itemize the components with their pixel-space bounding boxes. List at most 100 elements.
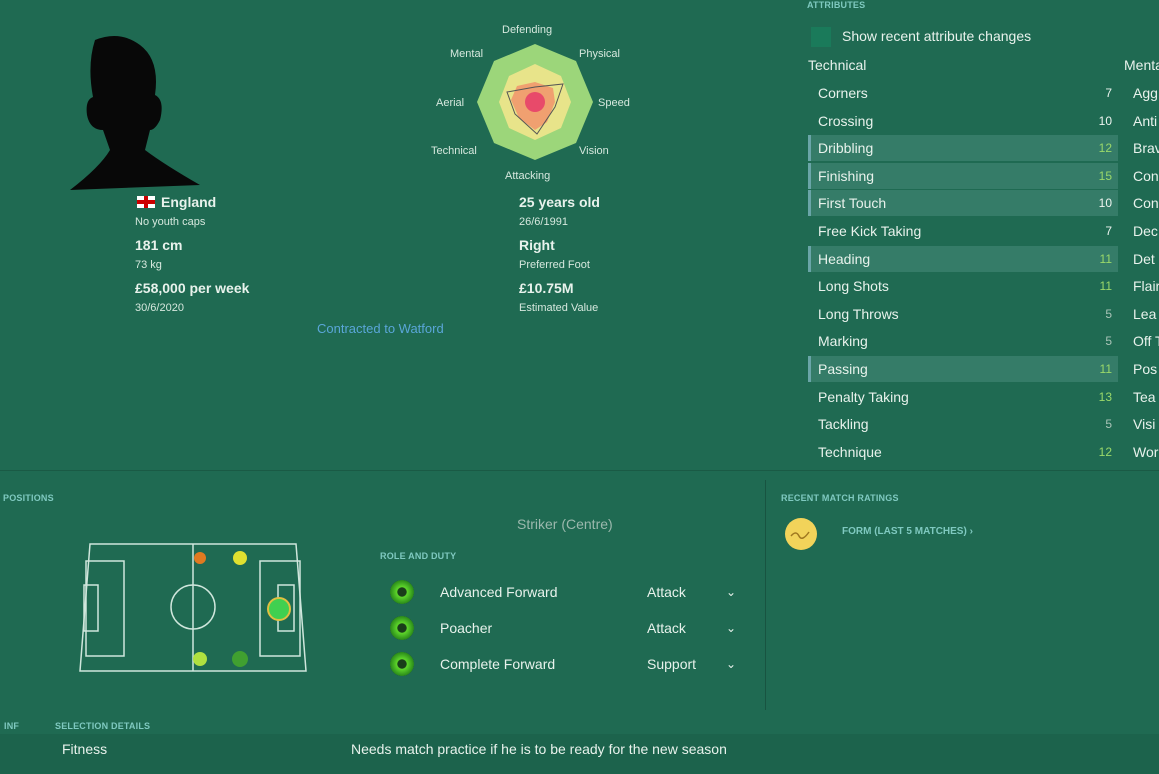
attribute-radar: [477, 44, 593, 160]
attribute-value: 10: [1098, 113, 1112, 128]
radar-label-defending: Defending: [502, 24, 553, 36]
contract-end: 30/6/2020: [135, 302, 184, 314]
preferred-foot: Right: [519, 237, 555, 253]
attribute-row[interactable]: Heading 11: [808, 245, 1118, 272]
position-dot: [194, 552, 206, 564]
mental-attribute-row[interactable]: Flair: [1133, 278, 1159, 295]
ratings-header: Recent Match Ratings: [781, 493, 899, 503]
chevron-down-icon[interactable]: ⌄: [726, 585, 737, 599]
england-flag-icon: [137, 196, 155, 208]
radar-label-mental: Mental: [450, 48, 484, 60]
attribute-name: First Touch: [818, 195, 887, 212]
mental-attribute-row[interactable]: Con: [1133, 167, 1159, 184]
duty-select[interactable]: Support: [647, 656, 697, 672]
attribute-row[interactable]: First Touch 10: [808, 190, 1118, 217]
role-row[interactable]: Advanced Forward Attack ⌄: [390, 577, 750, 607]
attribute-name: Dribbling: [818, 140, 874, 157]
attribute-value: 12: [1098, 141, 1112, 156]
attribute-name: Long Shots: [818, 278, 889, 295]
attribute-name: Passing: [818, 361, 868, 377]
mental-attribute-row[interactable]: Pos: [1133, 361, 1158, 377]
radar-label-speed: Speed: [598, 97, 630, 109]
attribute-row[interactable]: Passing 11: [808, 356, 1118, 382]
technical-title: Technical: [808, 57, 867, 73]
show-changes-checkbox[interactable]: [811, 27, 831, 47]
role-name: Complete Forward: [440, 656, 556, 672]
attribute-name: Long Throws: [818, 305, 899, 322]
mental-attribute-row[interactable]: Con: [1133, 195, 1159, 212]
mental-attribute-row[interactable]: Agg: [1133, 85, 1158, 101]
attribute-name: Free Kick Taking: [818, 223, 922, 239]
mental-attribute-row[interactable]: Brav: [1133, 140, 1159, 157]
age: 25 years old: [519, 194, 600, 210]
attribute-value: 11: [1099, 362, 1112, 376]
attribute-value: 13: [1098, 389, 1112, 404]
chevron-down-icon[interactable]: ⌄: [726, 621, 737, 635]
youth-caps: No youth caps: [135, 216, 206, 228]
attribute-row[interactable]: Long Throws 5: [808, 301, 1118, 327]
attribute-value: 11: [1099, 251, 1112, 266]
mental-attribute-row[interactable]: Dec: [1133, 223, 1158, 239]
role-row[interactable]: Poacher Attack ⌄: [390, 613, 750, 643]
chevron-down-icon[interactable]: ⌄: [726, 657, 737, 671]
attribute-row[interactable]: Marking 5: [808, 328, 1118, 354]
show-changes-label[interactable]: Show recent attribute changes: [842, 28, 1032, 44]
position-dot-selected[interactable]: [267, 597, 291, 621]
selected-position: Striker (Centre): [517, 516, 613, 532]
attribute-value: 5: [1105, 306, 1112, 321]
attribute-row[interactable]: Crossing 10: [808, 108, 1118, 134]
attribute-name: Crossing: [818, 112, 874, 129]
mental-attribute-row[interactable]: Lea: [1133, 305, 1157, 322]
attribute-name: Corners: [818, 85, 868, 101]
attribute-row[interactable]: Finishing 15: [808, 162, 1118, 189]
attribute-value: 15: [1098, 168, 1112, 183]
player-silhouette: [70, 36, 200, 190]
attribute-value: 7: [1105, 224, 1112, 238]
role-suitability-icon: [390, 580, 414, 604]
attribute-value: 11: [1099, 279, 1112, 294]
mental-attribute-row[interactable]: Tea: [1133, 388, 1156, 405]
form-link[interactable]: FORM (LAST 5 MATCHES) ›: [842, 526, 973, 537]
attribute-value: 5: [1105, 334, 1112, 349]
selection-details-header[interactable]: Selection Details: [55, 721, 151, 731]
pitch-diagram: [79, 543, 307, 672]
mental-attribute-row[interactable]: Off T: [1133, 333, 1159, 350]
attribute-row[interactable]: Long Shots 11: [808, 273, 1118, 299]
radar-label-physical: Physical: [579, 48, 620, 60]
attributes-header: Attributes: [807, 0, 866, 10]
mental-attribute-row[interactable]: Det: [1133, 250, 1155, 267]
attribute-row[interactable]: Free Kick Taking 7: [808, 218, 1118, 244]
duty-select[interactable]: Attack: [647, 620, 686, 636]
role-name: Poacher: [440, 620, 493, 636]
radar-label-technical: Technical: [431, 145, 477, 157]
mental-attribute-row[interactable]: Visi: [1133, 416, 1156, 433]
weight: 73 kg: [135, 259, 162, 271]
attribute-row[interactable]: Corners 7: [808, 80, 1118, 106]
form-chart-icon[interactable]: [785, 518, 817, 550]
attribute-row[interactable]: Tackling 5: [808, 411, 1118, 437]
positions-header: Positions: [3, 493, 54, 503]
role-row[interactable]: Complete Forward Support ⌄: [390, 649, 750, 679]
attribute-value: 12: [1098, 444, 1112, 459]
dob: 26/6/1991: [519, 216, 568, 228]
contract-club-link[interactable]: Contracted to Watford: [317, 321, 444, 336]
attribute-row[interactable]: Technique 12: [808, 439, 1118, 465]
attribute-name: Penalty Taking: [818, 388, 909, 405]
radar-label-aerial: Aerial: [436, 97, 465, 109]
tab-inf[interactable]: INF: [4, 721, 20, 731]
radar-label-vision: Vision: [579, 145, 609, 157]
attribute-name: Marking: [818, 333, 868, 350]
attribute-name: Heading: [818, 250, 871, 267]
attribute-name: Technique: [818, 443, 882, 460]
radar-label-attacking: Attacking: [505, 170, 551, 182]
attribute-name: Tackling: [818, 416, 869, 433]
value: £10.75M: [519, 280, 574, 296]
fitness-text: Needs match practice if he is to be read…: [351, 741, 727, 757]
attribute-row[interactable]: Penalty Taking 13: [808, 384, 1118, 410]
mental-attribute-row[interactable]: Anti: [1133, 112, 1158, 129]
attribute-row[interactable]: Dribbling 12: [808, 135, 1118, 162]
duty-select[interactable]: Attack: [647, 584, 686, 600]
height: 181 cm: [135, 237, 183, 253]
mental-attribute-row[interactable]: Wor: [1133, 443, 1159, 460]
role-suitability-icon: [390, 616, 414, 640]
